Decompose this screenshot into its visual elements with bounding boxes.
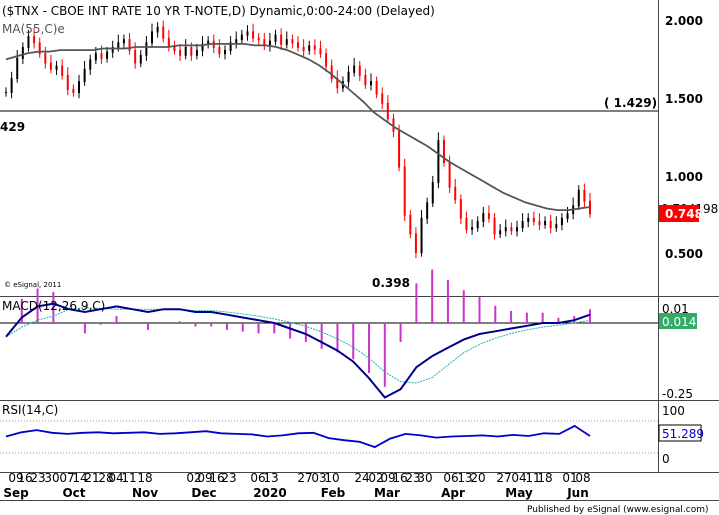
- x-axis-month-label: Apr: [441, 486, 465, 500]
- chart-frame: [0, 0, 719, 501]
- x-axis-month-label: May: [505, 486, 533, 500]
- x-axis-day-label: 18: [137, 471, 152, 485]
- x-axis-day-label: 30: [417, 471, 432, 485]
- rsi-value-badge: [658, 424, 702, 442]
- last-price-value: 0.748: [665, 207, 703, 221]
- macd-bottom-label: -0.25: [662, 387, 693, 401]
- rsi-bottom-label: 0: [662, 452, 670, 466]
- ma55-line: [5, 43, 591, 211]
- rsi-label: RSI(14,C): [2, 403, 58, 417]
- x-axis-day-label: 18: [537, 471, 552, 485]
- rsi-panel[interactable]: RSI(14,C) 100 0 51.289: [0, 403, 704, 466]
- x-axis-day-label: 27: [496, 471, 511, 485]
- x-axis-day-label: 23: [221, 471, 236, 485]
- x-axis-day-label: 08: [575, 471, 590, 485]
- last-price-badge: [659, 205, 699, 222]
- x-axis-month-label: Dec: [191, 486, 216, 500]
- resistance-left-label: 429: [0, 120, 25, 134]
- macd-line: [5, 302, 591, 399]
- x-axis-day-label: 14: [72, 471, 87, 485]
- x-axis-day-label: 24: [354, 471, 369, 485]
- macd-histogram: [20, 269, 591, 387]
- x-axis-month-label: 2020: [253, 486, 286, 500]
- macd-value: 0.014: [662, 315, 696, 329]
- x-axis-day-label: 11: [525, 471, 540, 485]
- x-axis-day-label: 16: [392, 471, 407, 485]
- x-axis-day-label: 30: [44, 471, 59, 485]
- x-axis-day-label: 04: [108, 471, 123, 485]
- x-axis-day-label: 07: [59, 471, 74, 485]
- macd-panel[interactable]: MACD(12,26,9,C) 0.01 0.014 -0.25: [0, 269, 697, 401]
- x-axis-day-label: 10: [324, 471, 339, 485]
- x-axis-day-label: 04: [511, 471, 526, 485]
- x-axis-day-label: 02: [186, 471, 201, 485]
- x-axis-day-label: 03: [311, 471, 326, 485]
- macd-label: MACD(12,26,9,C): [2, 299, 105, 313]
- copyright-label: © eSignal, 2011: [4, 281, 61, 289]
- x-axis-day-label: 21: [84, 471, 99, 485]
- yaxis-tick-label: 2.000: [665, 14, 703, 28]
- low-price-label: 0.398: [372, 276, 410, 290]
- footer-published: Published by eSignal (www.esignal.com): [527, 505, 709, 515]
- x-axis-day-label: 16: [209, 471, 224, 485]
- x-axis-day-label: 09: [197, 471, 212, 485]
- x-axis-month-label: Nov: [132, 486, 158, 500]
- yaxis-tick-label: 1.500: [665, 92, 703, 106]
- x-axis-day-label: 23: [405, 471, 420, 485]
- x-axis-month-label: Mar: [374, 486, 400, 500]
- x-axis-day-label: 23: [30, 471, 45, 485]
- price-panel[interactable]: ($TNX - CBOE INT RATE 10 YR T-NOTE,D) Dy…: [0, 4, 718, 290]
- chart-title: ($TNX - CBOE INT RATE 10 YR T-NOTE,D) Dy…: [2, 4, 435, 18]
- macd-top-label: 0.01: [662, 302, 689, 316]
- x-axis-day-label: 02: [368, 471, 383, 485]
- yaxis-tick-label: 0.500: [665, 247, 703, 261]
- x-axis-month-label: Feb: [321, 486, 346, 500]
- macd-value-badge: [659, 313, 697, 329]
- yaxis-tick-label: 1.000: [665, 170, 703, 184]
- x-axis-day-label: 13: [457, 471, 472, 485]
- x-axis-day-label: 28: [98, 471, 113, 485]
- x-axis-day-label: 09: [380, 471, 395, 485]
- x-axis-month-label: Sep: [3, 486, 29, 500]
- x-axis-day-label: 16: [17, 471, 32, 485]
- x-axis-day-label: 01: [562, 471, 577, 485]
- resistance-value-label: ( 1.429): [604, 96, 657, 110]
- rsi-line: [5, 424, 591, 449]
- x-axis-day-label: 11: [121, 471, 136, 485]
- ma-label: MA(55,C)e: [2, 22, 65, 36]
- x-axis-day-label: 09: [8, 471, 23, 485]
- x-axis-day-label: 13: [263, 471, 278, 485]
- x-axis-day-label: 06: [250, 471, 265, 485]
- x-axis-day-label: 06: [443, 471, 458, 485]
- x-axis-month-label: Jun: [566, 486, 589, 500]
- x-axis-day-label: 20: [470, 471, 485, 485]
- x-axis-day-label: 27: [297, 471, 312, 485]
- rsi-top-label: 100: [662, 404, 685, 418]
- x-axis-month-label: Oct: [62, 486, 85, 500]
- rsi-value: 51.289: [662, 427, 704, 441]
